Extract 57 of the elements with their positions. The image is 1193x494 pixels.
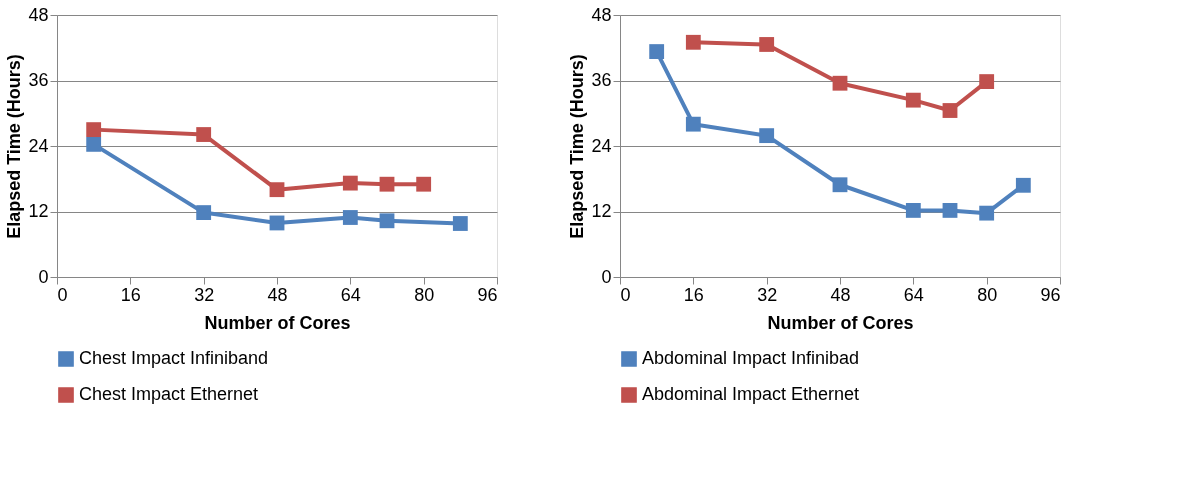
point bbox=[86, 136, 102, 152]
point bbox=[452, 216, 468, 231]
legend-label: Chest Impact Ethernet bbox=[79, 384, 259, 404]
point bbox=[196, 205, 212, 221]
y-tick-label: 24 bbox=[591, 135, 612, 156]
y-tick-label: 0 bbox=[601, 266, 612, 287]
y-tick-label: 36 bbox=[591, 70, 612, 90]
x-tick-label: 48 bbox=[830, 284, 851, 305]
x-tick-label: 32 bbox=[757, 284, 778, 305]
point bbox=[979, 74, 995, 90]
x-tick-label: 32 bbox=[194, 284, 215, 305]
legend-label: Abdominal Impact Ethernet bbox=[642, 384, 860, 404]
point bbox=[942, 103, 958, 118]
x-tick-label: 16 bbox=[683, 284, 704, 305]
point bbox=[342, 175, 358, 191]
point bbox=[979, 205, 995, 221]
point bbox=[832, 177, 848, 193]
y-tick-label: 36 bbox=[28, 70, 49, 90]
point bbox=[905, 202, 921, 218]
point bbox=[905, 92, 921, 108]
x-tick-label: 96 bbox=[1040, 284, 1061, 305]
y-tick-label: 48 bbox=[28, 4, 49, 25]
x-axis-title: Number of Cores bbox=[204, 312, 351, 333]
y-tick-label: 0 bbox=[38, 266, 49, 287]
x-tick-label: 64 bbox=[340, 284, 361, 305]
x-tick-label: 80 bbox=[977, 284, 998, 305]
point bbox=[759, 128, 775, 144]
legend-label: Abdominal Impact Infinibad bbox=[642, 348, 860, 368]
point bbox=[649, 44, 665, 59]
y-tick-label: 24 bbox=[28, 135, 49, 156]
point bbox=[86, 122, 102, 138]
point bbox=[379, 176, 395, 192]
x-tick-label: 0 bbox=[57, 284, 68, 305]
point bbox=[685, 116, 701, 132]
y-axis-title: Elapsed Time (Hours) bbox=[567, 54, 588, 239]
point bbox=[379, 213, 395, 229]
point bbox=[342, 210, 358, 225]
point bbox=[759, 37, 775, 52]
x-tick-label: 64 bbox=[903, 284, 924, 305]
x-tick-label: 80 bbox=[414, 284, 435, 305]
y-axis-title: Elapsed Time (Hours) bbox=[4, 54, 25, 239]
legend-label: Chest Impact Infiniband bbox=[79, 348, 269, 368]
point bbox=[1015, 177, 1031, 193]
y-tick-label: 12 bbox=[591, 201, 612, 221]
point bbox=[269, 182, 285, 198]
point bbox=[832, 75, 848, 91]
point bbox=[942, 202, 958, 218]
x-tick-label: 16 bbox=[120, 284, 141, 305]
x-tick-label: 0 bbox=[620, 284, 631, 305]
x-tick-label: 48 bbox=[267, 284, 288, 305]
x-axis-title: Number of Cores bbox=[767, 312, 914, 333]
y-tick-label: 48 bbox=[591, 4, 612, 25]
point bbox=[685, 34, 701, 50]
x-tick-label: 96 bbox=[477, 284, 498, 305]
y-tick-label: 12 bbox=[28, 201, 49, 221]
point bbox=[196, 127, 212, 142]
point bbox=[416, 176, 432, 192]
